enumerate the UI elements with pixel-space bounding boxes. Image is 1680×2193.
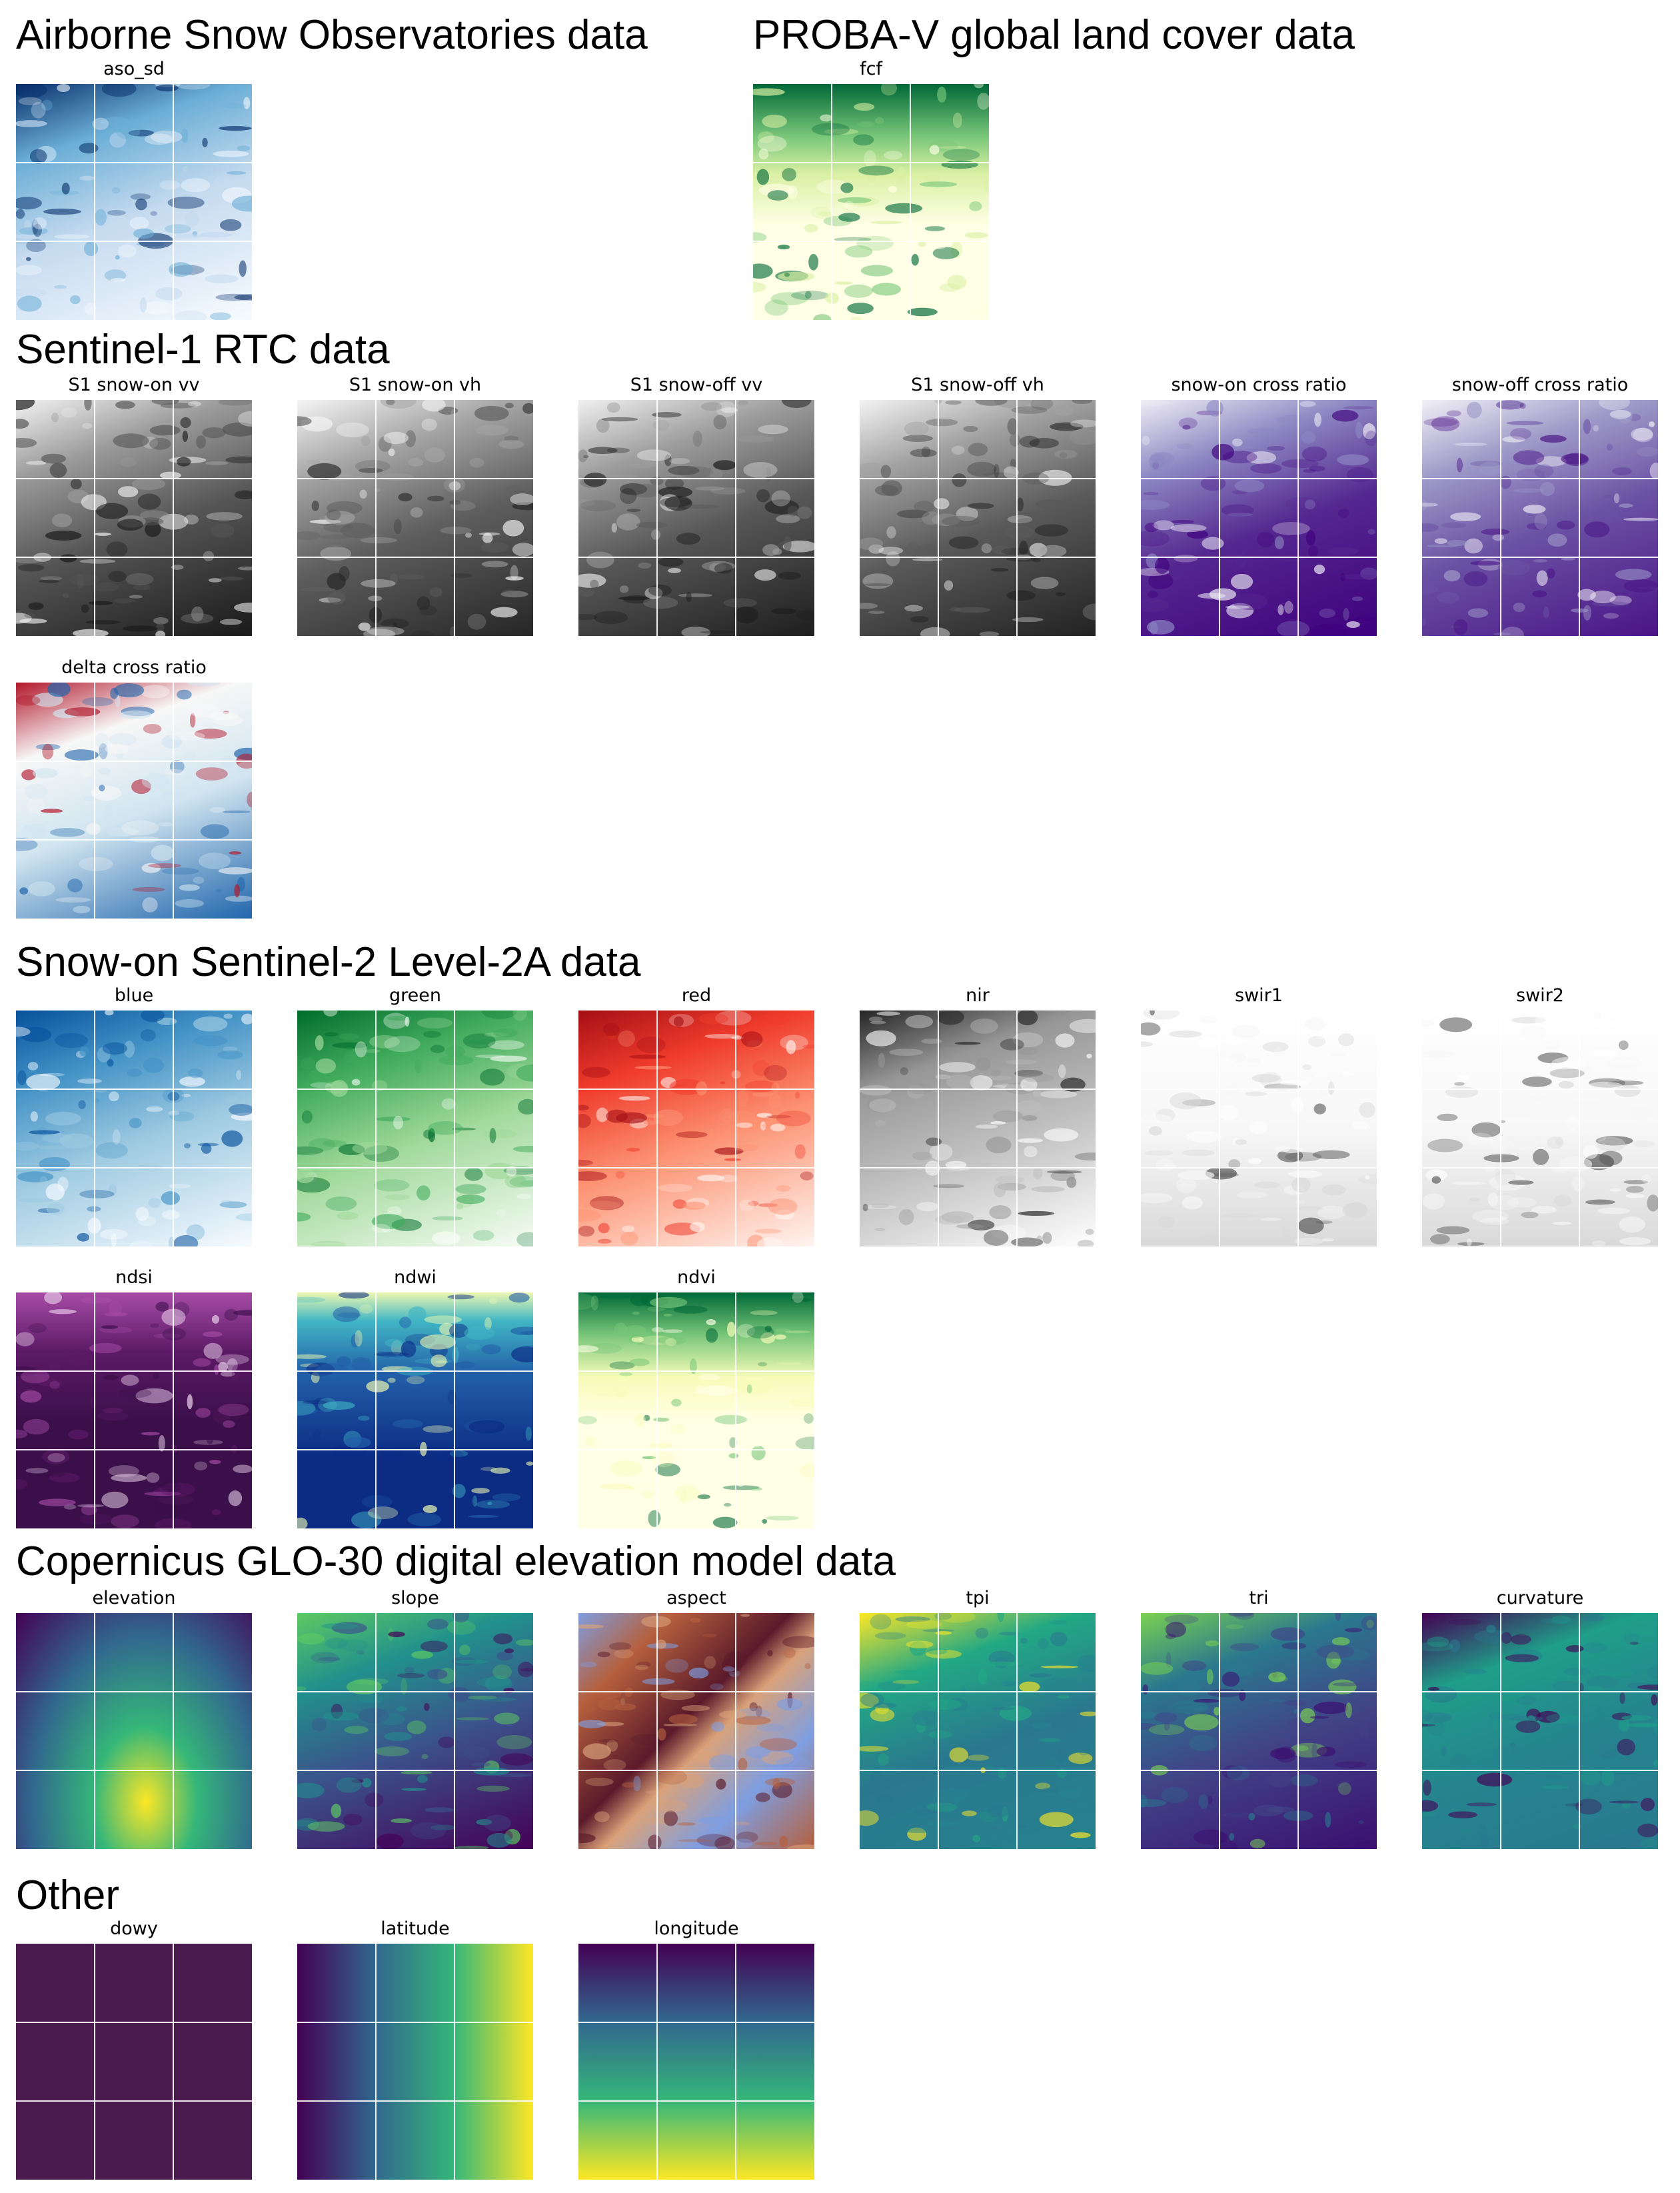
- gridlines: [1422, 1613, 1658, 1849]
- panel-title: ndvi: [677, 1267, 716, 1288]
- panel-title: slope: [391, 1588, 439, 1608]
- gridlines: [16, 1292, 252, 1528]
- gridlines: [1141, 400, 1377, 636]
- panel-title: elevation: [92, 1588, 176, 1608]
- panel-title: swir1: [1235, 985, 1283, 1006]
- panel-title: snow-off cross ratio: [1451, 375, 1629, 395]
- raster-panel: [578, 1011, 814, 1246]
- panel-title: S1 snow-off vh: [911, 375, 1044, 395]
- raster-panel: [16, 1613, 252, 1849]
- gridlines: [578, 1613, 814, 1849]
- panel-title: fcf: [860, 59, 882, 79]
- gridlines: [1422, 400, 1658, 636]
- panel-title: S1 snow-off vv: [630, 375, 763, 395]
- panel-title: curvature: [1496, 1588, 1584, 1608]
- raster-panel: [578, 1292, 814, 1528]
- raster-panel: [1422, 1011, 1658, 1246]
- gridlines: [1141, 1011, 1377, 1246]
- gridlines: [16, 400, 252, 636]
- gridlines: [16, 1011, 252, 1246]
- raster-panel: [1141, 1613, 1377, 1849]
- gridlines: [16, 1613, 252, 1849]
- raster-panel: [297, 1944, 533, 2180]
- panel-title: blue: [114, 985, 154, 1006]
- panel-title: swir2: [1516, 985, 1564, 1006]
- gridlines: [578, 1292, 814, 1528]
- panel-title: delta cross ratio: [61, 657, 207, 678]
- panel-title: green: [389, 985, 441, 1006]
- gridlines: [578, 1944, 814, 2180]
- raster-panel: [297, 400, 533, 636]
- panel-title: dowy: [110, 1918, 158, 1939]
- raster-panel: [578, 400, 814, 636]
- gridlines: [860, 1613, 1096, 1849]
- gridlines: [16, 1944, 252, 2180]
- raster-panel: [860, 1011, 1096, 1246]
- raster-panel: [16, 84, 252, 320]
- gridlines: [297, 400, 533, 636]
- raster-panel: [16, 1944, 252, 2180]
- section-title-probav: PROBA-V global land cover data: [753, 12, 1355, 58]
- gridlines: [753, 84, 989, 320]
- gridlines: [1422, 1011, 1658, 1246]
- panel-title: tri: [1249, 1588, 1269, 1608]
- gridlines: [1141, 1613, 1377, 1849]
- raster-panel: [753, 84, 989, 320]
- gridlines: [578, 1011, 814, 1246]
- panel-title: ndsi: [115, 1267, 153, 1288]
- raster-panel: [1422, 400, 1658, 636]
- raster-panel: [16, 1292, 252, 1528]
- raster-panel: [297, 1613, 533, 1849]
- raster-panel: [1141, 400, 1377, 636]
- gridlines: [297, 1011, 533, 1246]
- raster-panel: [860, 1613, 1096, 1849]
- panel-title: tpi: [966, 1588, 990, 1608]
- panel-title: latitude: [381, 1918, 450, 1939]
- section-title-dem: Copernicus GLO-30 digital elevation mode…: [16, 1538, 896, 1584]
- raster-panel: [1422, 1613, 1658, 1849]
- panel-title: snow-on cross ratio: [1171, 375, 1347, 395]
- raster-panel: [1141, 1011, 1377, 1246]
- raster-panel: [297, 1011, 533, 1246]
- raster-panel: [860, 400, 1096, 636]
- raster-panel: [16, 683, 252, 919]
- panel-title: aso_sd: [103, 59, 165, 79]
- section-title-sentinel1: Sentinel-1 RTC data: [16, 327, 390, 373]
- panel-title: S1 snow-on vv: [68, 375, 200, 395]
- gridlines: [16, 683, 252, 919]
- gridlines: [297, 1613, 533, 1849]
- panel-title: longitude: [654, 1918, 739, 1939]
- panel-title: nir: [966, 985, 990, 1006]
- gridlines: [297, 1944, 533, 2180]
- gridlines: [860, 1011, 1096, 1246]
- gridlines: [578, 400, 814, 636]
- raster-panel: [578, 1944, 814, 2180]
- panel-title: aspect: [666, 1588, 726, 1608]
- raster-panel: [16, 1011, 252, 1246]
- panel-title: ndwi: [394, 1267, 436, 1288]
- raster-panel: [16, 400, 252, 636]
- raster-panel: [297, 1292, 533, 1528]
- gridlines: [297, 1292, 533, 1528]
- gridlines: [860, 400, 1096, 636]
- panel-title: S1 snow-on vh: [349, 375, 482, 395]
- gridlines: [16, 84, 252, 320]
- section-title-sentinel2: Snow-on Sentinel-2 Level-2A data: [16, 939, 641, 985]
- panel-title: red: [681, 985, 712, 1006]
- section-title-other: Other: [16, 1872, 120, 1918]
- section-title-aso: Airborne Snow Observatories data: [16, 12, 648, 58]
- raster-panel: [578, 1613, 814, 1849]
